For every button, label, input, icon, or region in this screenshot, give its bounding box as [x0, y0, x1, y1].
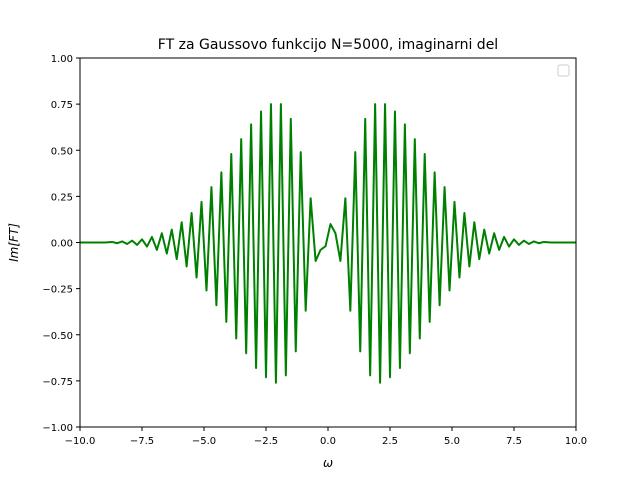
y-tick-label: −1.00 — [42, 423, 73, 434]
y-tick-label: 0.75 — [51, 100, 73, 111]
y-axis-label: Im[FT] — [7, 223, 21, 262]
y-tick-label: −0.25 — [42, 285, 73, 296]
legend-box — [557, 64, 570, 77]
series-layer — [80, 103, 576, 384]
x-tick-label: −5.0 — [192, 436, 216, 447]
y-tick-label: −0.50 — [42, 331, 73, 342]
x-tick-label: 2.5 — [382, 436, 398, 447]
y-tick-label: 0.50 — [51, 146, 73, 157]
x-tick-label: 5.0 — [444, 436, 460, 447]
x-tick-label: −7.5 — [130, 436, 154, 447]
x-axis-label: ω — [323, 456, 333, 470]
series-line — [80, 103, 576, 384]
y-tick-label: 1.00 — [51, 54, 73, 65]
chart-title: FT za Gaussovo funkcijo N=5000, imaginar… — [158, 37, 498, 53]
x-tick-label: 0.0 — [320, 436, 336, 447]
y-tick-label: 0.25 — [51, 192, 73, 203]
x-tick-label: −2.5 — [254, 436, 278, 447]
x-tick-label: 10.0 — [565, 436, 587, 447]
y-tick-label: −0.75 — [42, 377, 73, 388]
plot-area — [79, 57, 577, 428]
x-tick-label: −10.0 — [65, 436, 96, 447]
y-tick-label: 0.00 — [51, 239, 73, 250]
x-axis-ticks: −10.0 −7.5 −5.0 −2.5 0.0 2.5 5.0 7.5 10.0 — [65, 427, 587, 447]
plot-background — [80, 58, 576, 427]
y-axis-ticks: −1.00 −0.75 −0.50 −0.25 0.00 0.25 0.50 0.75 1.00 — [42, 54, 80, 434]
x-tick-label: 7.5 — [506, 436, 522, 447]
